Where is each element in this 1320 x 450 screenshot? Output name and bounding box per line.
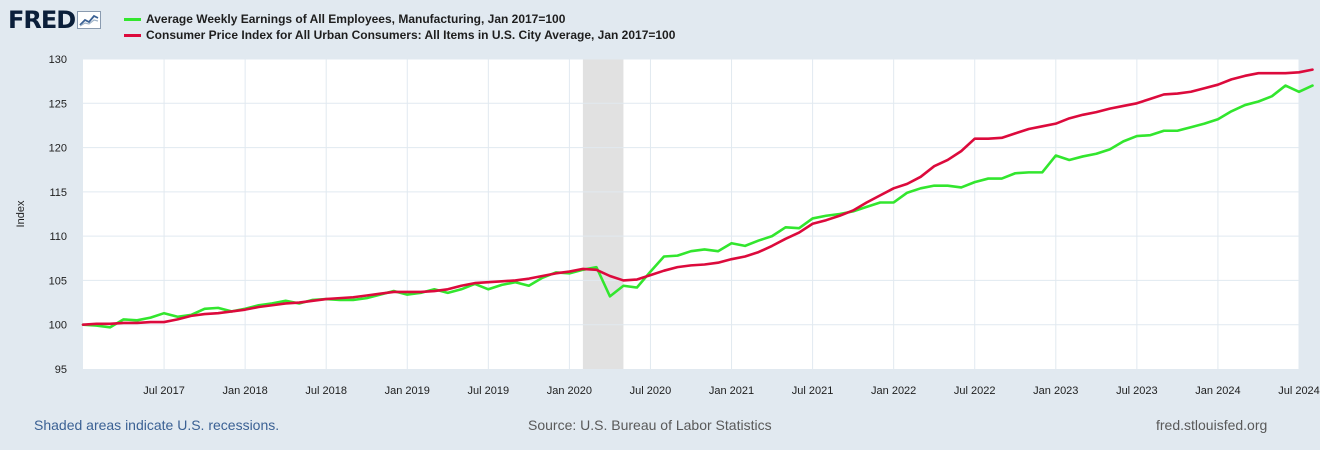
- legend-label-cpi: Consumer Price Index for All Urban Consu…: [146, 28, 676, 42]
- x-tick-label: Jul 2021: [792, 385, 834, 397]
- fred-logo-text: FRED: [8, 6, 76, 34]
- x-tick-label: Jan 2020: [547, 385, 592, 397]
- x-tick-label: Jan 2023: [1033, 385, 1078, 397]
- chart: 95 100 105 110 115 120 125 130 Jul 2017 Jan 2018…: [15, 54, 1320, 397]
- y-tick-label: 95: [55, 364, 67, 376]
- source-text: Source: U.S. Bureau of Labor Statistics: [528, 417, 772, 433]
- x-tick-label: Jul 2019: [468, 385, 510, 397]
- y-tick-label: 130: [49, 54, 67, 66]
- y-tick-label: 115: [49, 187, 67, 199]
- legend-item-cpi[interactable]: Consumer Price Index for All Urban Consu…: [124, 27, 675, 43]
- y-tick-label: 120: [49, 143, 67, 155]
- x-tick-label: Jan 2022: [871, 385, 916, 397]
- x-tick-label: Jul 2018: [305, 385, 347, 397]
- plot-area: [83, 59, 1299, 369]
- x-tick-label: Jul 2023: [1116, 385, 1158, 397]
- chart-legend: Average Weekly Earnings of All Employees…: [124, 11, 675, 43]
- x-tick-label: Jan 2024: [1195, 385, 1240, 397]
- line-graph-icon: [77, 11, 102, 29]
- y-axis-label: Index: [15, 200, 27, 227]
- fred-logo[interactable]: FRED: [8, 6, 102, 34]
- x-tick-label: Jan 2019: [385, 385, 430, 397]
- legend-swatch-earnings: [124, 17, 141, 21]
- grid-layer: [83, 58, 1300, 369]
- series-line-cpi[interactable]: [81, 68, 1314, 327]
- y-tick-label: 125: [49, 98, 67, 110]
- x-tick-label: Jul 2024: [1278, 385, 1320, 397]
- y-axis-ticks: 95 100 105 110 115 120 125 130: [49, 54, 67, 376]
- legend-swatch-cpi: [124, 33, 141, 37]
- y-tick-label: 105: [49, 275, 67, 287]
- y-tick-label: 110: [49, 231, 67, 243]
- series-line-earnings[interactable]: [81, 84, 1314, 329]
- x-tick-label: Jul 2022: [954, 385, 996, 397]
- legend-label-earnings: Average Weekly Earnings of All Employees…: [146, 12, 566, 26]
- recession-note-link[interactable]: Shaded areas indicate U.S. recessions.: [34, 417, 280, 433]
- x-axis-ticks: Jul 2017 Jan 2018 Jul 2018 Jan 2019 Jul 2019…: [143, 385, 1320, 397]
- recession-layer: [582, 59, 624, 369]
- y-tick-label: 100: [49, 320, 67, 332]
- x-tick-label: Jan 2018: [223, 385, 268, 397]
- x-tick-label: Jul 2017: [143, 385, 185, 397]
- recession-band: [582, 59, 624, 369]
- site-url: fred.stlouisfed.org: [1156, 417, 1268, 433]
- x-tick-label: Jan 2021: [709, 385, 754, 397]
- series-layer: [81, 68, 1314, 329]
- x-tick-label: Jul 2020: [630, 385, 672, 397]
- legend-item-earnings[interactable]: Average Weekly Earnings of All Employees…: [124, 11, 675, 27]
